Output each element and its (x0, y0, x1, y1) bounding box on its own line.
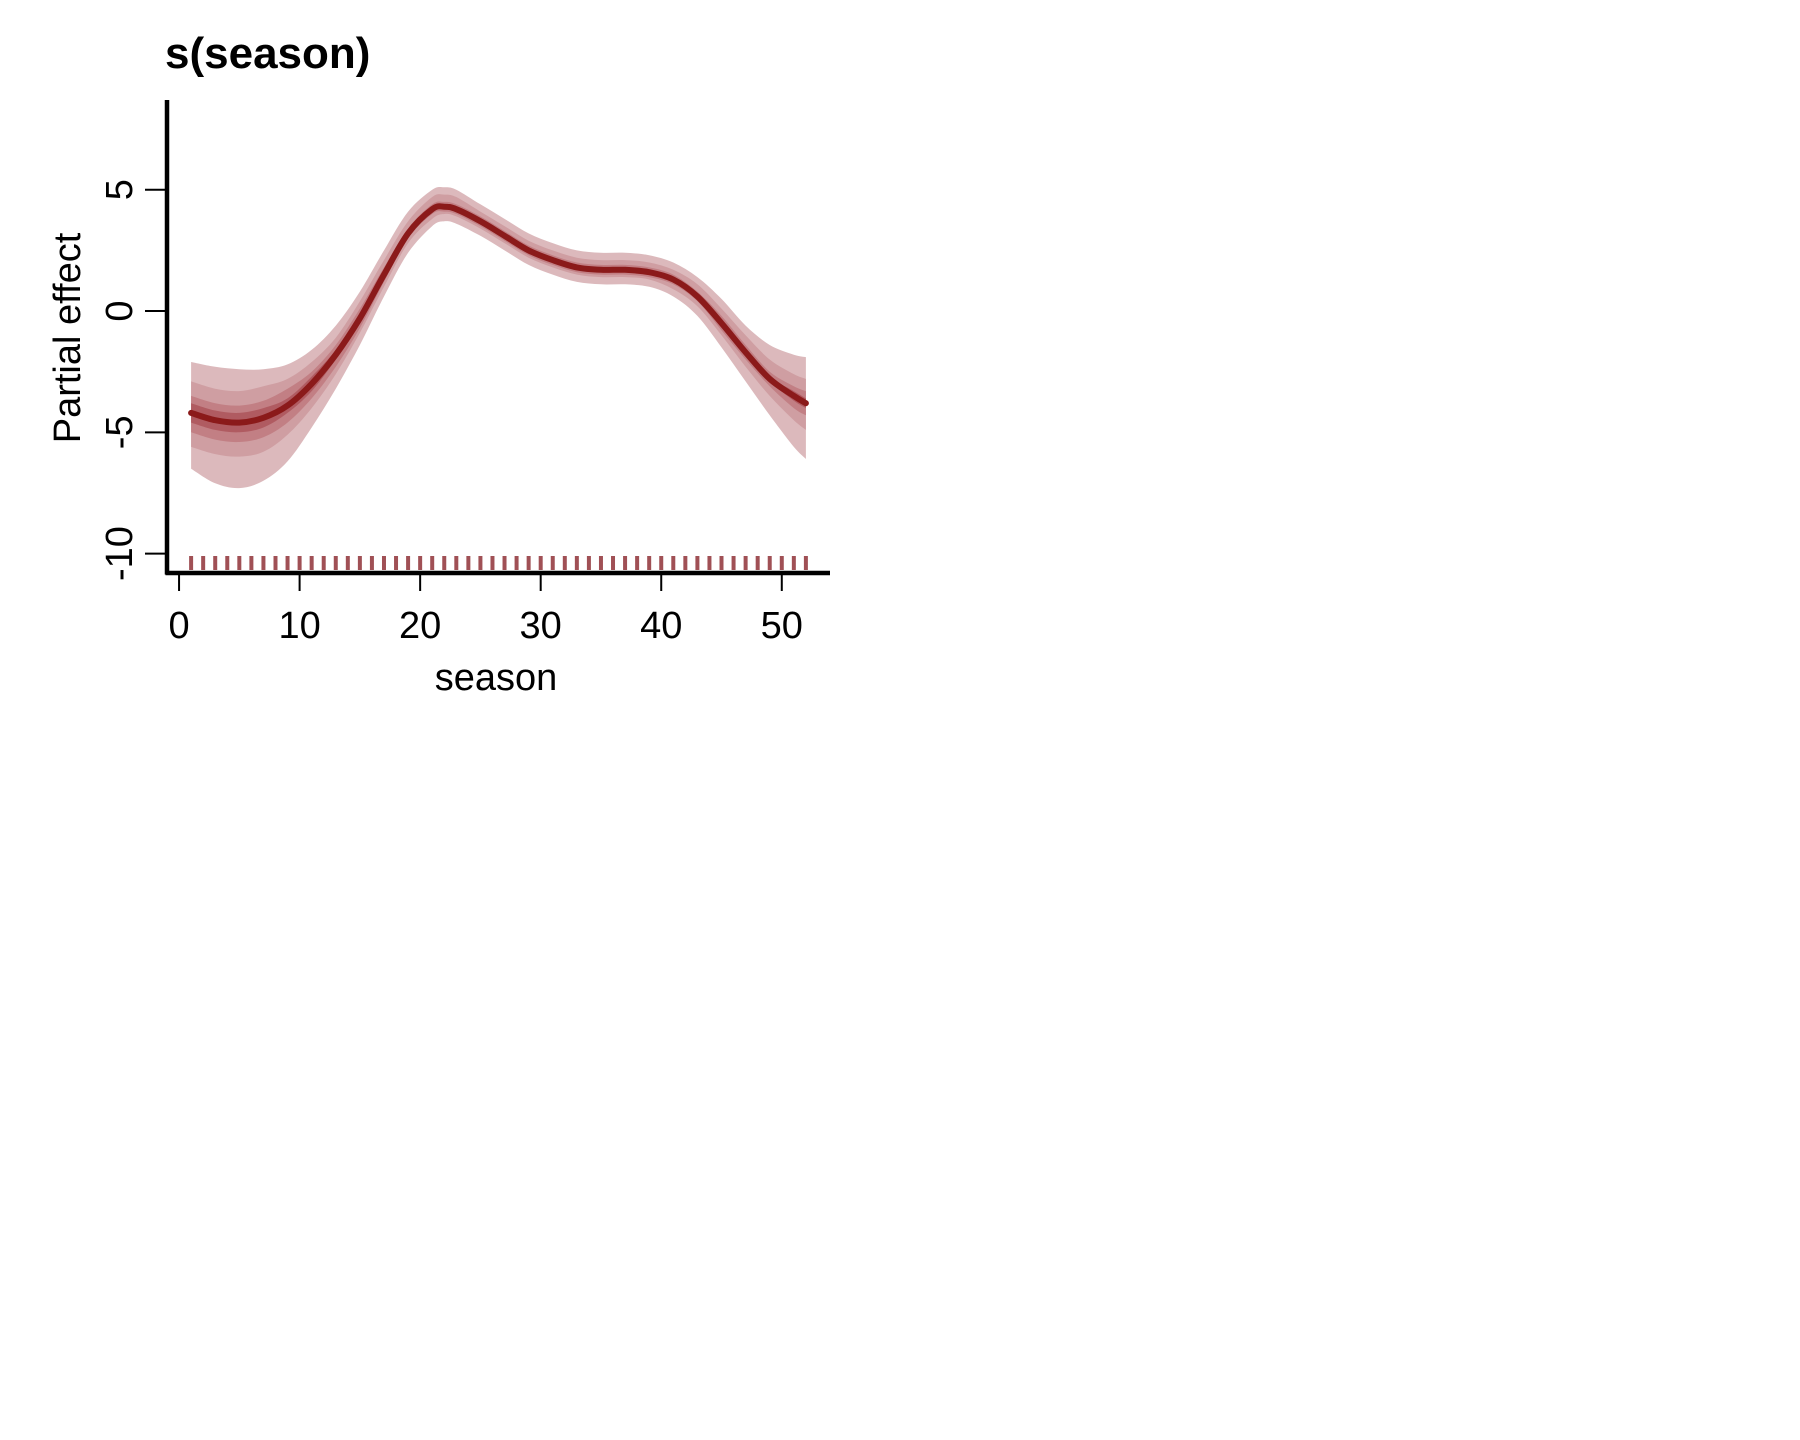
y-tick-label: 5 (99, 179, 141, 200)
chart-title: s(season) (165, 29, 370, 78)
x-tick-label: 0 (168, 605, 189, 647)
x-tick-label: 10 (278, 605, 320, 647)
mean-effect-line (188, 203, 809, 426)
rug-marks (189, 556, 808, 570)
credible-band-1 (191, 186, 806, 489)
y-tick-label: -10 (99, 526, 141, 581)
y-tick-label: 0 (99, 300, 141, 321)
x-tick-label: 30 (520, 605, 562, 647)
x-axis-label: season (435, 657, 558, 699)
y-axis-label: Partial effect (47, 232, 89, 443)
x-tick-label: 40 (640, 605, 682, 647)
axes: 0 10 20 30 40 50 -10 -5 0 5 (99, 100, 830, 647)
x-tick-label: 20 (399, 605, 441, 647)
x-tick-label: 50 (761, 605, 803, 647)
y-tick-label: -5 (99, 415, 141, 449)
